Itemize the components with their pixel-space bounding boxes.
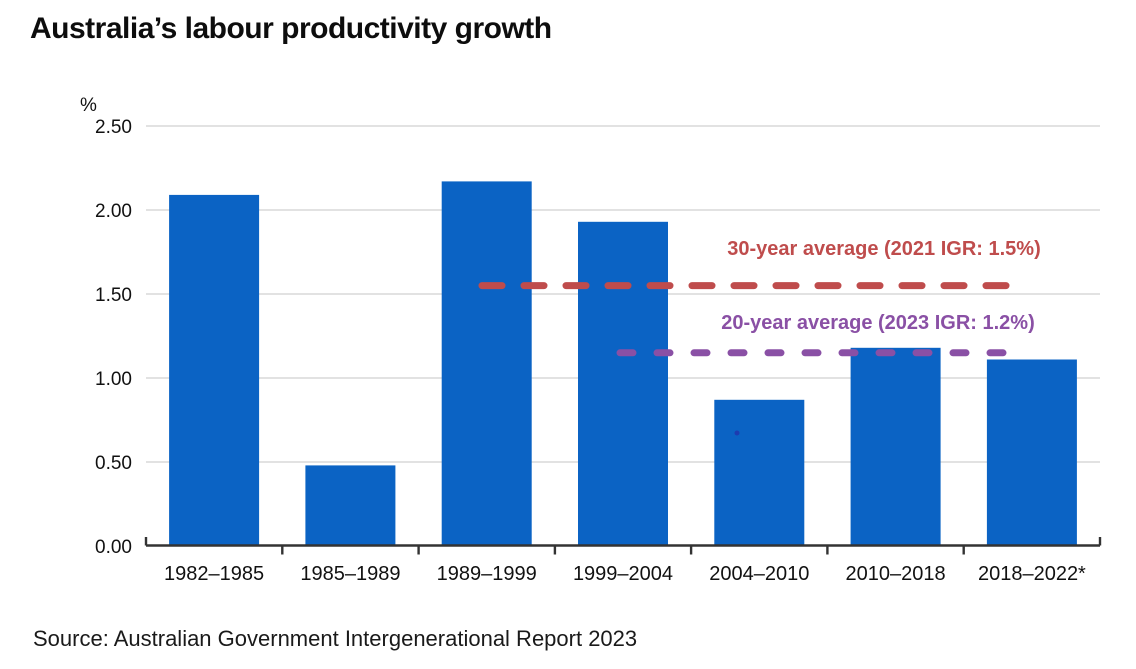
x-tick-label: 1985–1989 — [300, 563, 400, 585]
stray-dot-artifact — [734, 430, 740, 436]
chart-title: Australia’s labour productivity growth — [30, 12, 552, 45]
x-tick-label: 1999–2004 — [573, 563, 673, 585]
y-tick-label: 1.50 — [95, 285, 132, 306]
bar-3 — [441, 181, 532, 546]
y-tick-label: 0.50 — [95, 453, 132, 474]
y-tick-label: 2.50 — [95, 117, 132, 138]
bar-6 — [850, 347, 941, 546]
y-tick-label: 2.00 — [95, 201, 132, 222]
bar-7 — [986, 359, 1077, 546]
bar-5 — [714, 399, 805, 546]
source-note: Source: Australian Government Intergener… — [33, 626, 638, 651]
y-tick-label: 1.00 — [95, 369, 132, 390]
x-axis-labels: 1982–1985 1985–1989 1989–1999 1999–2004 2004… — [164, 563, 1086, 585]
y-axis-labels: % 0.00 0.50 1.00 1.50 2.00 2.50 — [80, 95, 132, 558]
reference-lines — [478, 282, 1029, 357]
y-axis-unit-label: % — [80, 95, 97, 116]
y-tick-label: 0.00 — [95, 537, 132, 558]
bar-2 — [305, 465, 396, 546]
bar-4 — [578, 221, 668, 547]
x-tick-label: 2018–2022* — [978, 563, 1086, 585]
reference-line-label-20yr: 20-year average (2023 IGR: 1.2%) — [721, 312, 1035, 334]
reference-line-label-30yr: 30-year average (2021 IGR: 1.5%) — [727, 238, 1041, 260]
x-tick-label: 2010–2018 — [846, 563, 946, 585]
x-axis — [144, 537, 1102, 555]
x-tick-label: 2004–2010 — [709, 563, 809, 585]
bar-1 — [169, 194, 260, 546]
bar-series — [169, 181, 1077, 547]
x-tick-label: 1982–1985 — [164, 563, 264, 585]
x-tick-label: 1989–1999 — [437, 563, 537, 585]
